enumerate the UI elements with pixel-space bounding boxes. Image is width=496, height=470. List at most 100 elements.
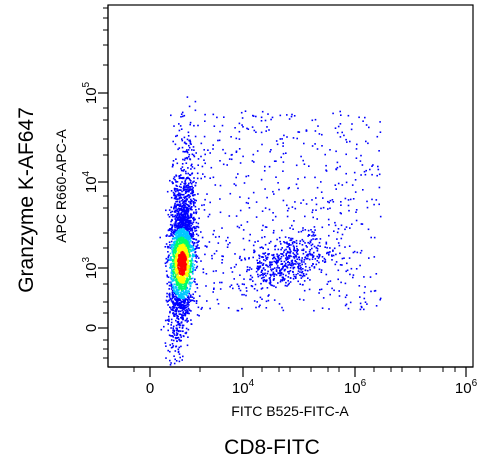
event-point	[271, 263, 273, 266]
event-point	[172, 336, 174, 338]
event-point	[169, 294, 171, 296]
event-point	[183, 159, 186, 161]
event-point	[192, 221, 195, 223]
event-point	[188, 105, 191, 108]
event-point	[193, 167, 196, 170]
event-point	[171, 234, 173, 237]
event-point	[180, 251, 182, 254]
event-point	[186, 309, 188, 311]
event-point	[181, 258, 184, 260]
event-point	[346, 141, 348, 143]
event-point	[288, 262, 291, 264]
event-point	[277, 260, 279, 262]
event-point	[176, 257, 179, 259]
event-point	[377, 168, 380, 171]
event-point	[177, 227, 180, 229]
event-point	[285, 248, 287, 251]
event-point	[238, 257, 241, 260]
event-point	[316, 250, 319, 252]
event-point	[176, 227, 179, 230]
event-point	[264, 207, 267, 209]
event-point	[168, 296, 171, 298]
event-point	[269, 278, 271, 281]
event-point	[177, 230, 179, 232]
event-point	[171, 246, 173, 248]
event-point	[280, 272, 283, 274]
event-point	[188, 200, 190, 203]
event-point	[187, 225, 190, 227]
event-point	[266, 256, 269, 259]
event-point	[295, 263, 297, 265]
event-point	[176, 283, 179, 285]
event-point	[230, 284, 233, 286]
event-point	[274, 258, 277, 260]
event-point	[176, 200, 179, 203]
event-point	[170, 214, 172, 216]
event-point	[213, 282, 215, 284]
event-point	[186, 210, 188, 212]
event-point	[271, 273, 273, 276]
event-point	[183, 151, 186, 153]
event-point	[192, 238, 194, 240]
event-point	[182, 158, 184, 161]
event-point	[241, 293, 243, 296]
event-point	[347, 199, 350, 201]
event-point	[292, 252, 294, 254]
event-point	[189, 267, 192, 270]
event-point	[169, 266, 171, 269]
event-point	[356, 143, 358, 146]
event-point	[335, 253, 337, 256]
event-point	[194, 100, 197, 103]
event-point	[197, 234, 200, 237]
event-point	[270, 149, 272, 151]
event-point	[190, 200, 193, 203]
event-point	[177, 231, 180, 234]
event-point	[196, 172, 199, 175]
event-point	[190, 310, 192, 312]
event-point	[171, 275, 173, 278]
event-point	[175, 332, 178, 334]
event-point	[221, 281, 223, 284]
event-point	[173, 232, 175, 235]
event-point	[183, 114, 186, 117]
event-point	[222, 163, 225, 166]
event-point	[176, 271, 178, 274]
event-point	[170, 114, 172, 117]
event-point	[282, 265, 284, 268]
event-point	[281, 253, 283, 255]
event-point	[180, 243, 182, 245]
event-point	[183, 268, 185, 270]
event-point	[240, 259, 243, 261]
event-point	[189, 187, 191, 190]
event-point	[230, 267, 232, 269]
event-point	[184, 256, 186, 258]
event-point	[182, 216, 184, 218]
event-point	[168, 318, 170, 321]
event-point	[169, 179, 171, 182]
event-point	[174, 202, 176, 205]
event-point	[267, 248, 269, 251]
event-point	[188, 288, 191, 290]
event-point	[177, 323, 179, 326]
event-point	[289, 270, 292, 272]
event-point	[169, 359, 171, 362]
event-point	[282, 276, 284, 279]
event-point	[194, 291, 197, 293]
event-point	[168, 216, 171, 218]
event-point	[311, 199, 313, 201]
event-point	[209, 177, 211, 179]
event-point	[168, 284, 171, 287]
event-point	[173, 248, 176, 250]
event-point	[253, 249, 255, 252]
event-point	[282, 273, 285, 276]
event-point	[277, 261, 279, 263]
event-point	[181, 218, 183, 220]
event-point	[183, 297, 186, 299]
event-point	[175, 296, 178, 299]
x-axis-label: FITC B525-FITC-A	[231, 403, 349, 419]
event-point	[170, 285, 172, 287]
event-point	[179, 284, 181, 286]
event-point	[254, 241, 256, 243]
event-point	[351, 223, 353, 225]
